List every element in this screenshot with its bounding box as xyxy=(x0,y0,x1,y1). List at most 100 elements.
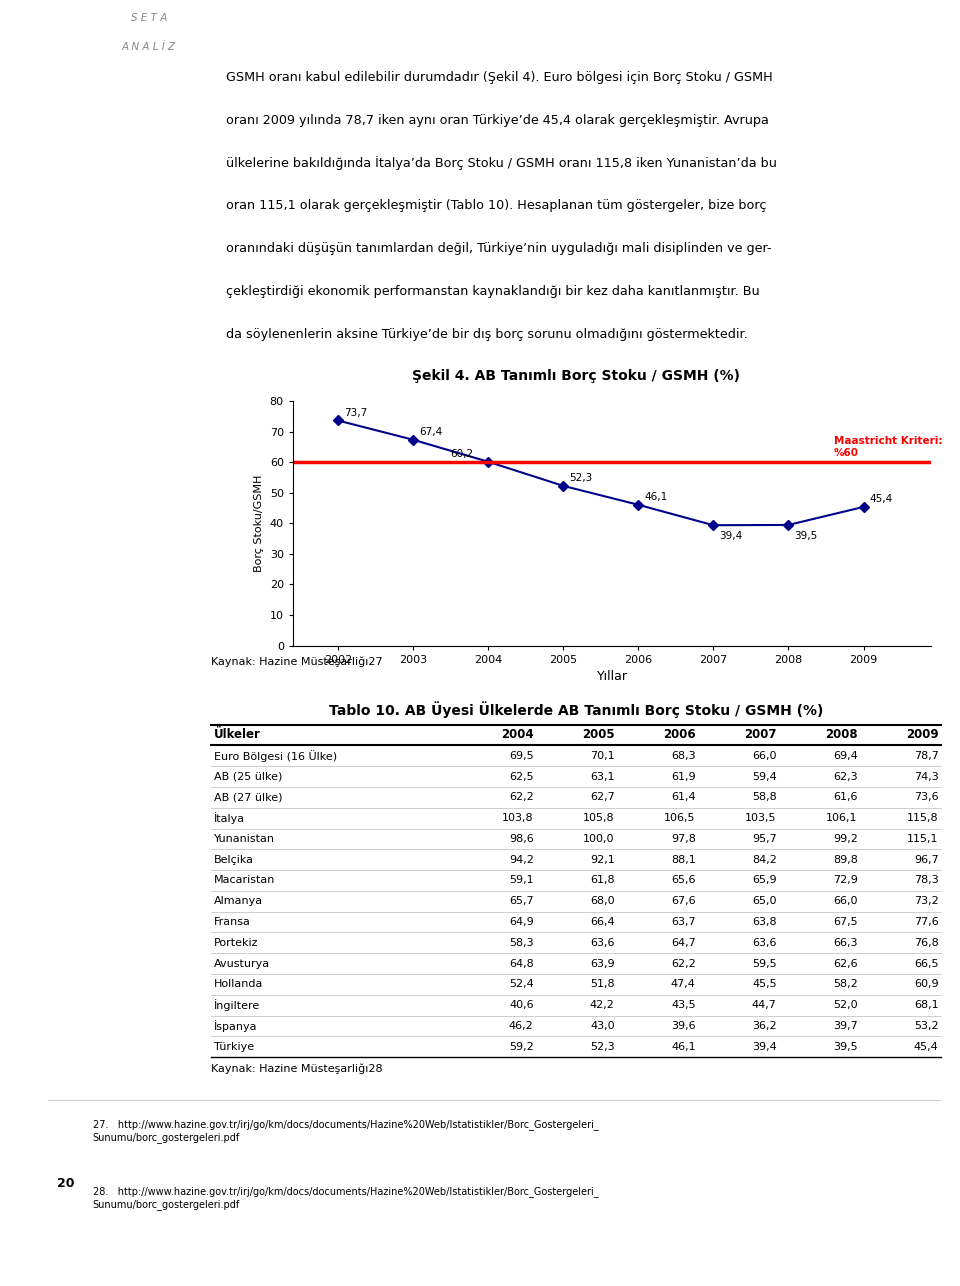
Text: 68,1: 68,1 xyxy=(914,1001,939,1010)
Text: Yunanistan: Yunanistan xyxy=(214,833,276,844)
Text: çekleştirdiği ekonomik performanstan kaynaklandığı bir kez daha kanıtlanmıştır. : çekleştirdiği ekonomik performanstan kay… xyxy=(226,285,759,298)
Text: 45,5: 45,5 xyxy=(752,980,777,989)
Text: 95,7: 95,7 xyxy=(752,833,777,844)
Text: Kaynak: Hazine Müsteşarliğı27: Kaynak: Hazine Müsteşarliğı27 xyxy=(211,656,383,667)
Text: 64,7: 64,7 xyxy=(671,937,696,948)
Text: 39,4: 39,4 xyxy=(719,531,743,541)
Text: 74,3: 74,3 xyxy=(914,772,939,782)
Text: 67,6: 67,6 xyxy=(671,896,696,907)
Text: 63,6: 63,6 xyxy=(752,937,777,948)
Text: 115,8: 115,8 xyxy=(907,813,939,823)
X-axis label: Yıllar: Yıllar xyxy=(596,670,628,683)
Text: 52,3: 52,3 xyxy=(569,473,592,484)
Text: 39,7: 39,7 xyxy=(833,1021,857,1031)
Text: 100,0: 100,0 xyxy=(583,833,614,844)
Text: Macaristan: Macaristan xyxy=(214,876,276,886)
Text: 61,6: 61,6 xyxy=(833,792,857,802)
Text: AB (27 ülke): AB (27 ülke) xyxy=(214,792,282,802)
Text: 61,4: 61,4 xyxy=(671,792,696,802)
Text: İtalya: İtalya xyxy=(214,813,245,824)
Text: 2007: 2007 xyxy=(744,728,777,742)
Text: 40,6: 40,6 xyxy=(509,1001,534,1010)
Text: GSMH oranı kabul edilebilir durumdadır (Şekil 4). Euro bölgesi için Borç Stoku /: GSMH oranı kabul edilebilir durumdadır (… xyxy=(226,71,773,84)
Text: 42,2: 42,2 xyxy=(589,1001,614,1010)
Text: 67,4: 67,4 xyxy=(419,427,443,437)
Text: 20: 20 xyxy=(57,1177,75,1190)
Text: Portekiz: Portekiz xyxy=(214,937,258,948)
Text: 92,1: 92,1 xyxy=(589,855,614,864)
Text: İngiltere: İngiltere xyxy=(214,999,260,1011)
Text: 51,8: 51,8 xyxy=(590,980,614,989)
Text: 115,1: 115,1 xyxy=(907,833,939,844)
Text: 52,4: 52,4 xyxy=(509,980,534,989)
Text: 63,7: 63,7 xyxy=(671,917,696,927)
Text: 78,7: 78,7 xyxy=(914,751,939,761)
Text: Tablo 10. AB Üyesi Ülkelerde AB Tanımlı Borç Stoku / GSMH (%): Tablo 10. AB Üyesi Ülkelerde AB Tanımlı … xyxy=(329,701,823,718)
Text: 67,5: 67,5 xyxy=(833,917,857,927)
Text: 84,2: 84,2 xyxy=(752,855,777,864)
Text: 76,8: 76,8 xyxy=(914,937,939,948)
Text: 88,1: 88,1 xyxy=(671,855,696,864)
Text: Ülkeler: Ülkeler xyxy=(214,728,261,742)
Text: 45,4: 45,4 xyxy=(870,494,893,504)
Text: S E T A: S E T A xyxy=(131,13,167,23)
Text: 43,5: 43,5 xyxy=(671,1001,696,1010)
Text: 65,7: 65,7 xyxy=(509,896,534,907)
Text: 65,9: 65,9 xyxy=(752,876,777,886)
Text: 62,3: 62,3 xyxy=(833,772,857,782)
Text: 2004: 2004 xyxy=(501,728,534,742)
Text: 106,1: 106,1 xyxy=(827,813,857,823)
Text: İspanya: İspanya xyxy=(214,1020,257,1031)
Text: 63,9: 63,9 xyxy=(590,958,614,968)
Text: 94,2: 94,2 xyxy=(509,855,534,864)
Text: 39,6: 39,6 xyxy=(671,1021,696,1031)
Text: 66,5: 66,5 xyxy=(914,958,939,968)
Text: 28.   http://www.hazine.gov.tr/irj/go/km/docs/documents/Hazine%20Web/Istatistikl: 28. http://www.hazine.gov.tr/irj/go/km/d… xyxy=(93,1187,598,1210)
Text: 64,8: 64,8 xyxy=(509,958,534,968)
Text: 46,1: 46,1 xyxy=(671,1042,696,1052)
Text: Almanya: Almanya xyxy=(214,896,263,907)
Text: 62,2: 62,2 xyxy=(671,958,696,968)
Text: 65,6: 65,6 xyxy=(671,876,696,886)
Text: 61,9: 61,9 xyxy=(671,772,696,782)
Text: 59,2: 59,2 xyxy=(509,1042,534,1052)
Text: Avusturya: Avusturya xyxy=(214,958,271,968)
Text: 59,4: 59,4 xyxy=(752,772,777,782)
Text: 73,2: 73,2 xyxy=(914,896,939,907)
Text: 68,3: 68,3 xyxy=(671,751,696,761)
Text: 73,7: 73,7 xyxy=(344,408,367,418)
Text: 36,2: 36,2 xyxy=(752,1021,777,1031)
Text: 66,4: 66,4 xyxy=(590,917,614,927)
Text: 69,4: 69,4 xyxy=(833,751,857,761)
Text: 62,6: 62,6 xyxy=(833,958,857,968)
Text: da söylenenlerin aksine Türkiye’de bir dış borç sorunu olmadığını göstermektedir: da söylenenlerin aksine Türkiye’de bir d… xyxy=(226,328,747,341)
Text: 52,0: 52,0 xyxy=(833,1001,857,1010)
Text: 89,8: 89,8 xyxy=(832,855,857,864)
Text: 60,2: 60,2 xyxy=(450,449,473,459)
Text: 97,8: 97,8 xyxy=(671,833,696,844)
Text: 78,3: 78,3 xyxy=(914,876,939,886)
Text: Türkiye: Türkiye xyxy=(214,1042,254,1052)
Text: 60,9: 60,9 xyxy=(914,980,939,989)
Text: 70,1: 70,1 xyxy=(590,751,614,761)
Text: 58,8: 58,8 xyxy=(752,792,777,802)
Text: 96,7: 96,7 xyxy=(914,855,939,864)
Text: 98,6: 98,6 xyxy=(509,833,534,844)
Text: 46,2: 46,2 xyxy=(509,1021,534,1031)
Text: 39,4: 39,4 xyxy=(752,1042,777,1052)
Text: 2005: 2005 xyxy=(582,728,614,742)
Text: Şekil 4. AB Tanımlı Borç Stoku / GSMH (%): Şekil 4. AB Tanımlı Borç Stoku / GSMH (%… xyxy=(412,369,740,383)
Text: 59,5: 59,5 xyxy=(752,958,777,968)
Text: 77,6: 77,6 xyxy=(914,917,939,927)
Text: 63,6: 63,6 xyxy=(590,937,614,948)
Text: 2009: 2009 xyxy=(906,728,939,742)
Text: oranı 2009 yılında 78,7 iken aynı oran Türkiye’de 45,4 olarak gerçekleşmiştir. A: oranı 2009 yılında 78,7 iken aynı oran T… xyxy=(226,113,768,126)
Text: AB (25 ülke): AB (25 ülke) xyxy=(214,772,282,782)
Text: 45,4: 45,4 xyxy=(914,1042,939,1052)
Text: 64,9: 64,9 xyxy=(509,917,534,927)
Text: 73,6: 73,6 xyxy=(914,792,939,802)
Text: 106,5: 106,5 xyxy=(664,813,696,823)
Text: 62,7: 62,7 xyxy=(589,792,614,802)
Text: 59,1: 59,1 xyxy=(509,876,534,886)
Text: 105,8: 105,8 xyxy=(583,813,614,823)
